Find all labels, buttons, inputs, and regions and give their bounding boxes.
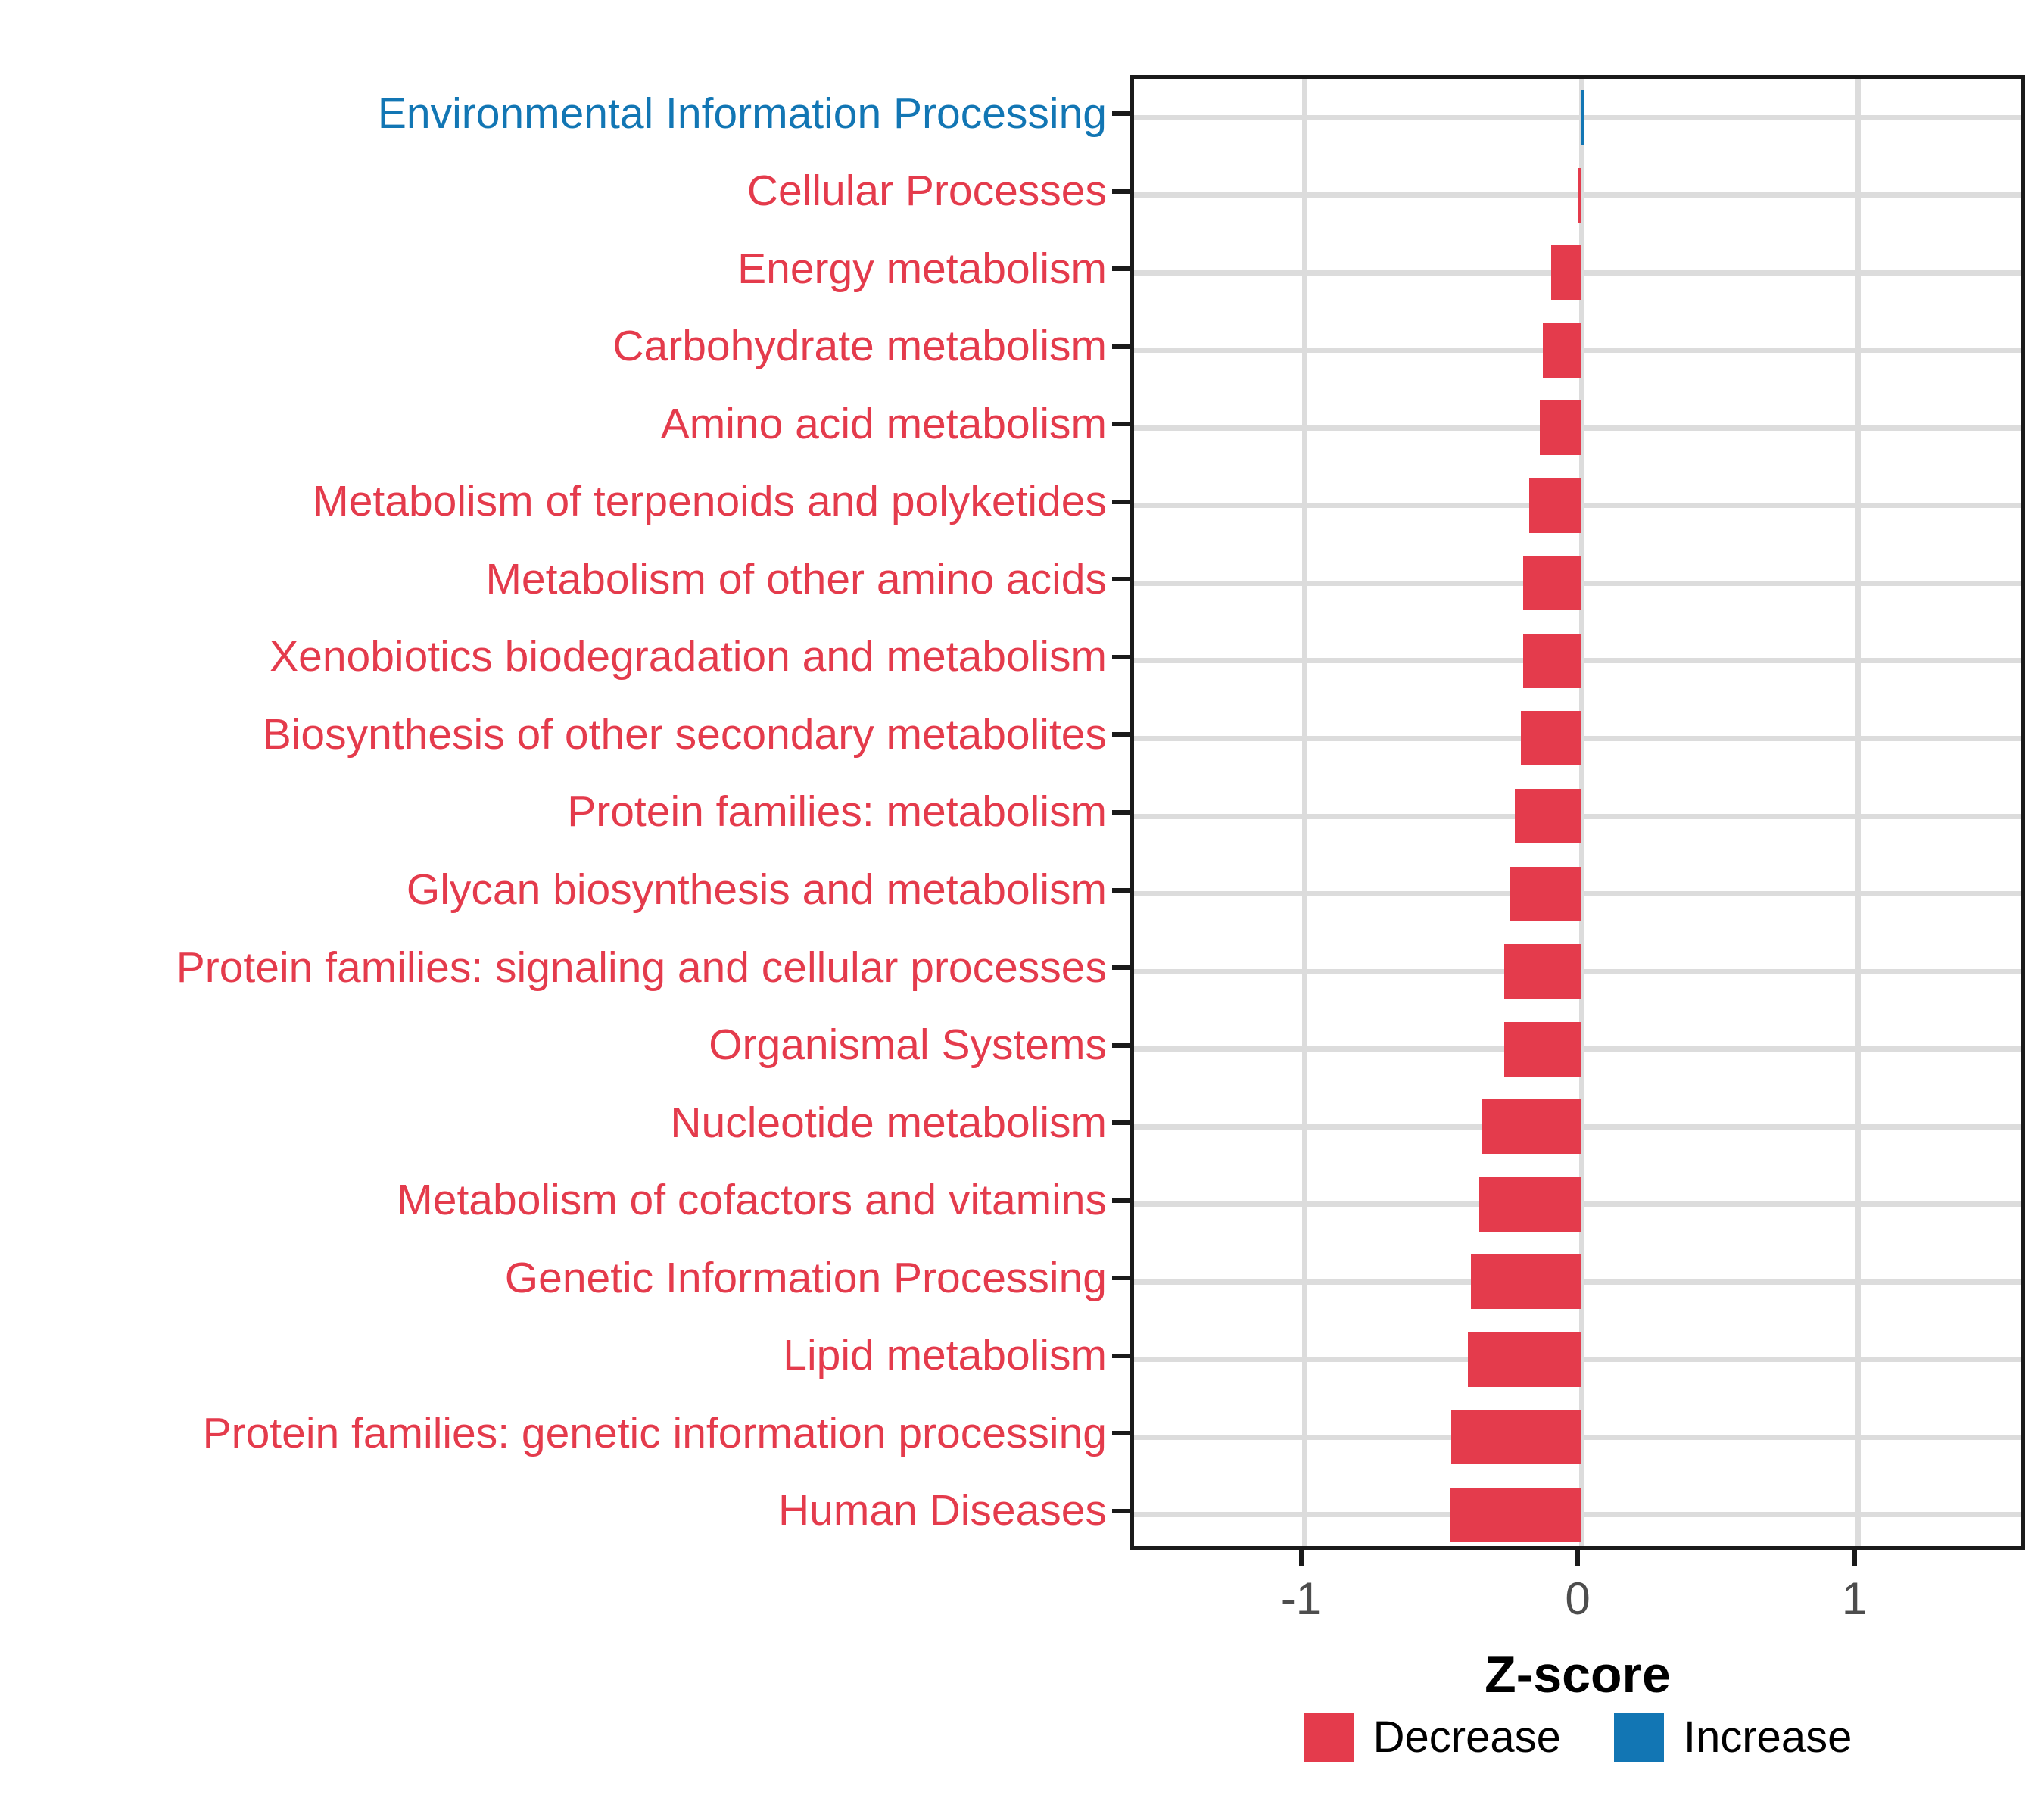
y-axis-tick [1112, 732, 1130, 737]
y-axis-tick [1112, 965, 1130, 971]
bar [1523, 556, 1581, 611]
bar [1515, 789, 1581, 843]
y-axis-tick [1112, 422, 1130, 427]
y-axis-tick [1112, 654, 1130, 659]
category-label: Human Diseases [777, 1486, 1107, 1535]
category-label: Lipid metabolism [783, 1331, 1107, 1380]
y-axis-tick [1112, 111, 1130, 117]
category-label: Nucleotide metabolism [670, 1098, 1107, 1147]
y-axis-tick [1112, 887, 1130, 893]
y-axis-tick [1112, 1198, 1130, 1203]
category-labels: Environmental Information Processing Cell… [0, 75, 1107, 1550]
bar [1450, 1487, 1581, 1542]
bar [1528, 478, 1581, 533]
bar [1468, 1332, 1581, 1387]
category-label: Metabolism of other amino acids [485, 554, 1107, 603]
y-axis-tick [1112, 577, 1130, 582]
x-tick-label: -1 [1280, 1573, 1322, 1624]
legend-item: Decrease [1303, 1713, 1561, 1762]
x-axis-tick [1575, 1550, 1580, 1566]
y-axis-tick [1112, 1353, 1130, 1358]
y-axis-tick [1112, 810, 1130, 815]
category-label: Genetic Information Processing [504, 1253, 1107, 1302]
bar [1478, 1177, 1581, 1232]
category-label: Carbohydrate metabolism [612, 322, 1107, 371]
legend: Decrease Increase [1130, 1713, 2025, 1762]
category-label: Metabolism of terpenoids and polyketides [313, 477, 1107, 526]
legend-label: Increase [1683, 1713, 1852, 1762]
category-label: Metabolism of cofactors and vitamins [397, 1176, 1107, 1225]
bar [1540, 400, 1581, 456]
y-axis-tick [1112, 1276, 1130, 1281]
x-axis-tick [1298, 1550, 1304, 1566]
x-axis-title: Z-score [1485, 1646, 1671, 1703]
legend-swatch [1303, 1713, 1354, 1762]
category-label: Energy metabolism [737, 244, 1107, 293]
bar [1503, 944, 1581, 999]
y-axis-tick [1112, 189, 1130, 194]
y-axis-tick [1112, 1120, 1130, 1126]
bar [1523, 633, 1581, 688]
bar [1581, 90, 1584, 145]
bar [1503, 1021, 1581, 1077]
horizontal-gridline [1134, 114, 2021, 120]
category-label: Protein families: signaling and cellular… [176, 943, 1107, 992]
bar [1482, 1099, 1581, 1155]
category-label: Glycan biosynthesis and metabolism [406, 865, 1107, 914]
legend-label: Decrease [1373, 1713, 1561, 1762]
bar [1542, 323, 1581, 378]
vertical-gridline [1578, 79, 1584, 1546]
y-axis-tick [1112, 344, 1130, 349]
plot-panel [1130, 75, 2025, 1550]
y-axis-tick [1112, 1508, 1130, 1513]
legend-item: Increase [1613, 1713, 1852, 1762]
bar [1520, 711, 1581, 766]
vertical-gridline [1855, 79, 1861, 1546]
category-label: Protein families: metabolism [567, 787, 1107, 837]
bar [1578, 167, 1582, 223]
x-tick-label: 1 [1841, 1573, 1868, 1624]
bar [1451, 1410, 1581, 1465]
y-axis-tick [1112, 266, 1130, 272]
bar [1509, 866, 1581, 921]
category-label: Cellular Processes [746, 167, 1107, 216]
bar [1550, 245, 1581, 301]
horizontal-gridline [1134, 192, 2021, 198]
category-label: Amino acid metabolism [660, 399, 1107, 448]
bar [1470, 1254, 1581, 1310]
legend-swatch [1613, 1713, 1664, 1762]
category-label: Xenobiotics biodegradation and metabolis… [270, 632, 1107, 681]
category-label: Biosynthesis of other secondary metaboli… [262, 709, 1107, 759]
category-label: Protein families: genetic information pr… [202, 1408, 1107, 1457]
vertical-gridline [1302, 79, 1307, 1546]
category-label: Organismal Systems [709, 1021, 1107, 1070]
y-axis-tick [1112, 499, 1130, 504]
x-axis-tick [1852, 1550, 1857, 1566]
y-axis-tick [1112, 1043, 1130, 1048]
x-tick-label: 0 [1565, 1573, 1591, 1624]
category-label: Environmental Information Processing [377, 89, 1107, 138]
y-axis-tick [1112, 1431, 1130, 1436]
